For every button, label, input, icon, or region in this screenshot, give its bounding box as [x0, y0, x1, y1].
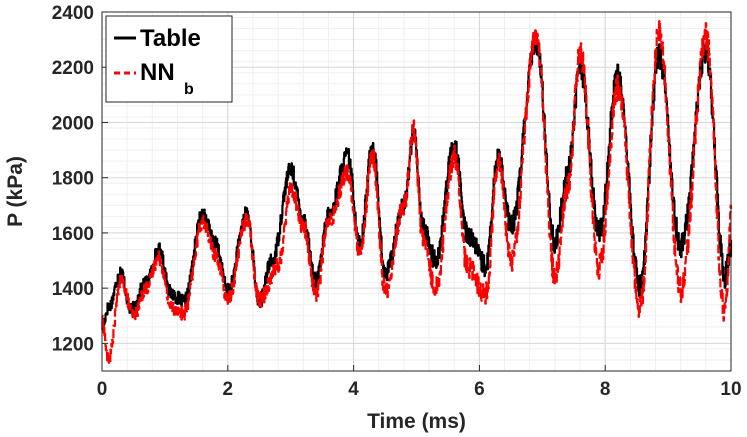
- x-tick-label: 4: [348, 379, 359, 400]
- y-tick-label: 1400: [52, 279, 94, 300]
- x-tick-label: 0: [97, 379, 108, 400]
- x-tick-label: 2: [223, 379, 234, 400]
- x-tick-label: 6: [474, 379, 485, 400]
- x-tick-label: 10: [720, 379, 741, 400]
- y-tick-label: 1800: [52, 169, 94, 190]
- tick-layer: 0 2 4 6 8 10 1200 1400 1600 1800 2000 2200 2400: [52, 3, 742, 400]
- y-axis-label: P (kPa): [4, 156, 27, 227]
- legend-label-nn-subscript: b: [184, 81, 194, 98]
- plot-frame: [101, 11, 732, 372]
- legend-label-table: Table: [140, 25, 201, 52]
- y-tick-label: 1600: [52, 224, 94, 245]
- series-line-nn-b: [101, 20, 733, 366]
- x-axis-label: Time (ms): [367, 410, 466, 433]
- y-tick-label: 2400: [52, 3, 94, 24]
- legend-box: [105, 15, 233, 103]
- y-tick-label: 1200: [52, 334, 94, 355]
- y-tick-label: 2000: [52, 113, 94, 134]
- series-layer: [101, 20, 733, 366]
- legend: Table NN b: [105, 15, 233, 103]
- legend-label-nn: NN: [140, 59, 175, 86]
- y-tick-label: 2200: [52, 58, 94, 79]
- x-tick-label: 8: [600, 379, 611, 400]
